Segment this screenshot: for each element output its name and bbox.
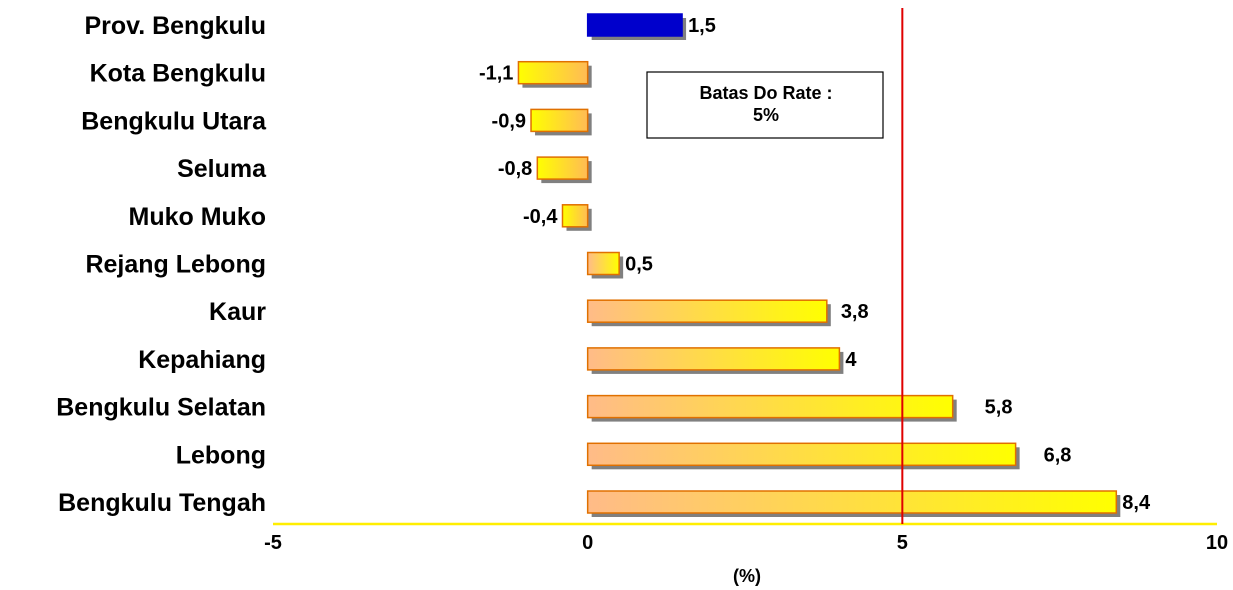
category-label-bengkulu-utara: Bengkulu Utara	[81, 107, 267, 135]
value-label-seluma: -0,8	[498, 158, 532, 180]
category-label-bengkulu-tengah: Bengkulu Tengah	[58, 489, 266, 517]
value-label-kota-bengkulu: -1,1	[479, 63, 513, 85]
bar-kota-bengkulu	[517, 60, 589, 85]
x-tick-labels: -5 0 5 10	[264, 532, 1228, 554]
value-label-rejang-lebong: 0,5	[625, 254, 653, 276]
category-label-seluma: Seluma	[177, 155, 267, 183]
value-label-bengkulu-selatan: 5,8	[985, 397, 1013, 419]
bars-group	[517, 13, 1118, 514]
category-label-muko-muko: Muko Muko	[129, 203, 267, 231]
category-label-kota-bengkulu: Kota Bengkulu	[90, 60, 266, 88]
value-labels: 1,5 -1,1 -0,9 -0,8 -0,4 0,5 3,8 4 5,8 6,8 8,4	[479, 15, 1151, 514]
bar-bengkulu-selatan	[586, 394, 954, 419]
category-label-kepahiang: Kepahiang	[138, 346, 266, 374]
x-tick-label: 10	[1206, 532, 1228, 554]
value-label-lebong: 6,8	[1044, 444, 1072, 466]
x-axis-title: (%)	[733, 566, 761, 586]
bar-seluma	[536, 156, 589, 180]
bar-muko-muko	[561, 204, 589, 228]
category-label-bengkulu-selatan: Bengkulu Selatan	[56, 394, 266, 422]
x-tick-label: 0	[582, 532, 593, 554]
bar-rejang-lebong	[586, 251, 620, 276]
value-label-kaur: 3,8	[841, 301, 869, 323]
category-label-rejang-lebong: Rejang Lebong	[85, 251, 266, 279]
bar-lebong	[586, 442, 1017, 467]
value-label-prov-bengkulu: 1,5	[688, 15, 716, 37]
bar-kepahiang	[586, 347, 841, 371]
category-label-lebong: Lebong	[176, 441, 266, 469]
annotation-line-1: Batas Do Rate :	[699, 83, 832, 103]
category-label-prov-bengkulu: Prov. Bengkulu	[84, 12, 266, 40]
category-labels: Prov. Bengkulu Kota Bengkulu Bengkulu Utar…	[56, 12, 267, 517]
bar-bengkulu-utara	[530, 108, 589, 133]
value-label-bengkulu-utara: -0,9	[492, 110, 526, 132]
x-tick-label: -5	[264, 532, 282, 554]
value-label-kepahiang: 4	[845, 349, 857, 371]
bar-kaur	[586, 299, 828, 323]
annotation-line-2: 5%	[753, 105, 779, 125]
annotation-frame	[646, 71, 884, 139]
value-label-muko-muko: -0,4	[523, 206, 558, 228]
x-tick-label: 5	[897, 532, 908, 554]
value-label-bengkulu-tengah: 8,4	[1122, 492, 1151, 514]
bar-prov-bengkulu	[586, 13, 683, 37]
annotation-box: Batas Do Rate : 5%	[646, 71, 884, 139]
category-label-kaur: Kaur	[209, 298, 266, 326]
bar-bengkulu-tengah	[586, 490, 1118, 514]
